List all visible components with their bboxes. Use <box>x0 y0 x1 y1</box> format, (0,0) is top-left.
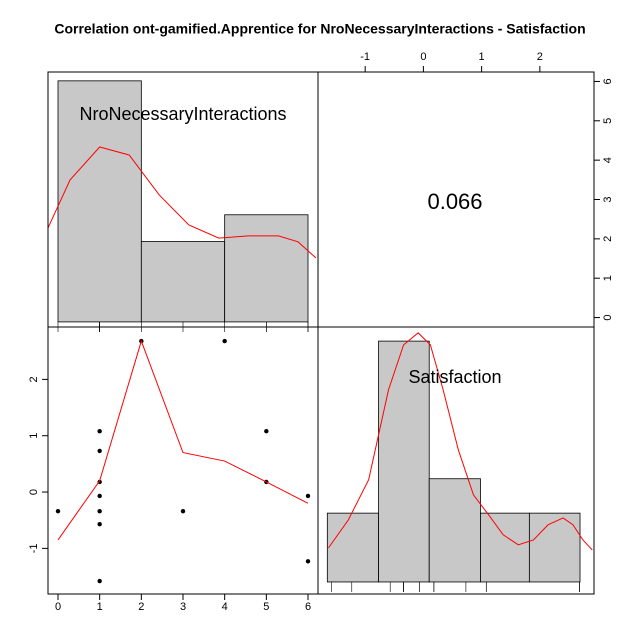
right-tick-label: 1 <box>602 275 614 281</box>
scatter-point <box>55 508 61 514</box>
density-curve <box>328 332 593 551</box>
scatter-point <box>264 429 269 434</box>
top-tick-label: 2 <box>537 51 543 63</box>
x-tick-label: 2 <box>138 601 144 613</box>
scatter-point <box>97 448 102 454</box>
x-tick-label: 5 <box>263 601 269 613</box>
x-tick-label: 1 <box>97 601 103 613</box>
right-tick-label: 5 <box>602 118 614 124</box>
scatter-point <box>97 578 102 584</box>
histogram-bar <box>528 512 581 583</box>
right-tick-label: 0 <box>602 314 614 320</box>
scatter-point <box>180 508 186 514</box>
x-tick-label: 6 <box>305 601 311 613</box>
scatter-point <box>97 521 102 527</box>
scatter-point <box>305 493 311 499</box>
top-tick-label: 1 <box>479 51 485 63</box>
histogram-bar <box>140 241 226 323</box>
scatter-point <box>97 429 102 434</box>
top-tick-label: -1 <box>360 51 370 63</box>
variable-label: NroNecessaryInteractions <box>79 104 286 124</box>
x-tick-label: 4 <box>222 601 228 613</box>
right-tick-label: 3 <box>602 196 614 202</box>
scatter-point <box>222 338 227 344</box>
scatter-point <box>97 508 102 514</box>
right-tick-label: 6 <box>602 78 614 84</box>
top-tick-label: 0 <box>420 51 426 63</box>
histogram-bar <box>480 512 530 583</box>
scatter-point <box>305 559 311 564</box>
chart-title: Correlation ont-gamified.Apprentice for … <box>54 21 585 37</box>
variable-label: Satisfaction <box>408 367 501 387</box>
y-tick-label: -1 <box>28 543 40 553</box>
scatter-point <box>97 493 102 499</box>
correlation-label: 0.066 <box>427 189 482 214</box>
histogram-bar <box>378 340 430 583</box>
histogram-bar <box>224 214 309 323</box>
right-tick-label: 4 <box>602 157 614 163</box>
panel-frame <box>317 326 595 595</box>
density-curve <box>48 146 317 259</box>
histogram-bar <box>57 80 142 323</box>
y-tick-label: 2 <box>28 376 40 382</box>
x-tick-label: 3 <box>180 601 186 613</box>
y-tick-label: 0 <box>28 489 40 495</box>
x-tick-label: 0 <box>55 601 61 613</box>
y-tick-label: 1 <box>28 433 40 439</box>
smooth-line <box>57 339 309 541</box>
histogram-bar <box>428 478 481 583</box>
right-tick-label: 2 <box>602 236 614 242</box>
histogram-bar <box>326 512 379 583</box>
